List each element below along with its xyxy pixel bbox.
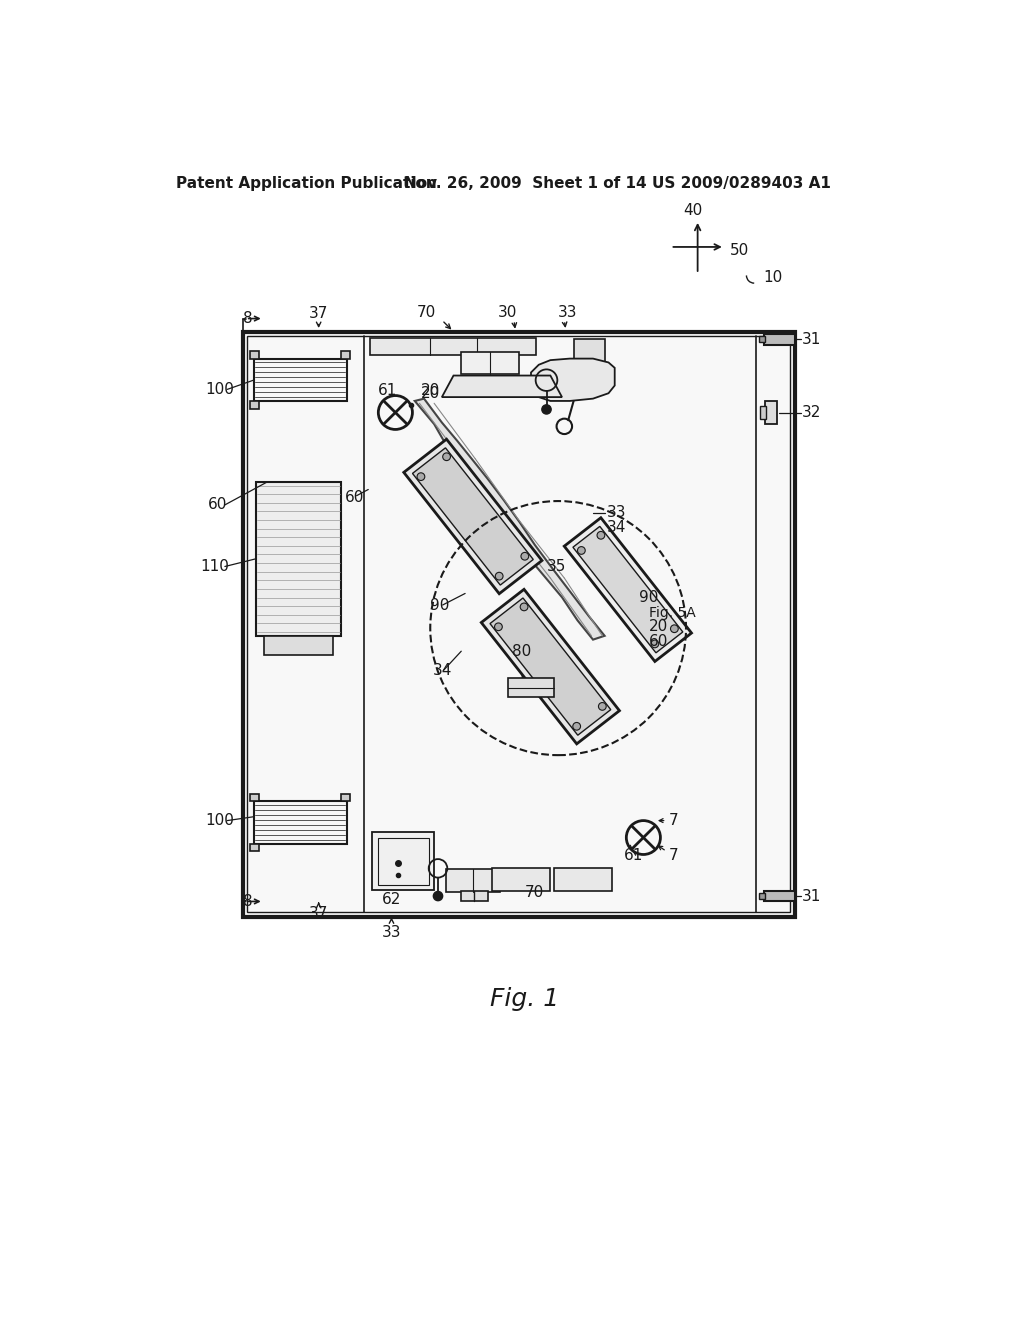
Bar [765,401,776,424]
Text: Fig. 1: Fig. 1 [490,987,559,1011]
Polygon shape [442,376,562,397]
Text: 20: 20 [649,619,668,634]
Text: 20: 20 [421,383,440,399]
Text: 7: 7 [669,813,679,828]
Text: 8: 8 [243,894,252,909]
Text: 110: 110 [200,558,229,574]
Polygon shape [564,517,691,661]
Text: Nov. 26, 2009  Sheet 1 of 14: Nov. 26, 2009 Sheet 1 of 14 [403,176,646,190]
Text: 100: 100 [206,381,234,397]
Text: 32: 32 [802,405,821,420]
Text: 34: 34 [432,663,452,678]
Text: 61: 61 [378,383,397,399]
Polygon shape [490,598,610,735]
Bar [254,359,346,401]
Text: Patent Application Publication: Patent Application Publication [176,176,437,190]
Bar [759,335,765,342]
Bar [250,793,259,801]
Text: 60: 60 [649,634,669,648]
Bar [573,339,604,374]
Text: 34: 34 [607,520,627,536]
Text: 40: 40 [683,203,702,218]
Circle shape [598,702,606,710]
Bar [493,869,550,891]
Circle shape [520,603,528,611]
Polygon shape [403,440,542,594]
Text: Fig. 5A: Fig. 5A [649,606,695,619]
Bar [554,869,612,891]
Text: 37: 37 [309,306,329,322]
Text: US 2009/0289403 A1: US 2009/0289403 A1 [652,176,830,190]
Circle shape [578,546,586,554]
Circle shape [433,891,442,900]
Bar [378,838,429,884]
Circle shape [671,624,678,632]
Text: 60: 60 [208,498,227,512]
Bar [461,352,519,374]
Polygon shape [413,447,534,585]
Text: 30: 30 [498,305,517,319]
Polygon shape [573,527,683,653]
Bar [461,891,488,902]
Bar [250,351,259,359]
Text: 50: 50 [730,243,750,259]
Circle shape [542,405,551,414]
Bar [256,482,341,636]
Text: 8: 8 [243,312,252,326]
Bar [508,678,554,697]
Bar [370,338,537,355]
Circle shape [521,552,528,560]
Circle shape [572,722,581,730]
Text: 33: 33 [607,506,627,520]
Bar [248,337,790,912]
Bar [764,891,795,902]
Polygon shape [415,399,604,640]
Bar [254,801,346,843]
Bar [250,401,259,409]
Text: 100: 100 [206,813,234,828]
Text: 61: 61 [624,847,643,863]
Polygon shape [481,589,620,744]
Bar [372,832,434,890]
Circle shape [597,532,605,539]
Text: 20: 20 [421,385,440,401]
Bar [243,331,795,917]
Text: 35: 35 [547,558,566,574]
Bar [341,351,350,359]
Text: 31: 31 [802,888,821,904]
Text: 60: 60 [345,490,365,504]
Text: 33: 33 [382,925,401,940]
Circle shape [496,573,503,579]
Text: 37: 37 [309,906,329,920]
Polygon shape [531,359,614,401]
Bar [760,407,766,418]
Bar [445,869,500,892]
Bar [263,636,334,655]
Bar [764,334,795,345]
Text: 70: 70 [417,305,436,319]
Text: 31: 31 [802,331,821,347]
Text: 33: 33 [558,305,578,319]
Bar [759,892,765,899]
Circle shape [417,473,425,480]
Text: 7: 7 [669,847,679,863]
Text: 62: 62 [382,891,401,907]
Circle shape [442,453,451,461]
Circle shape [495,623,503,631]
Text: 90: 90 [430,598,450,612]
Text: 10: 10 [764,271,782,285]
Bar [250,843,259,851]
Text: 80: 80 [512,644,530,659]
Circle shape [651,640,658,648]
Text: 70: 70 [524,884,544,900]
Bar [341,793,350,801]
Text: 90: 90 [640,590,658,605]
